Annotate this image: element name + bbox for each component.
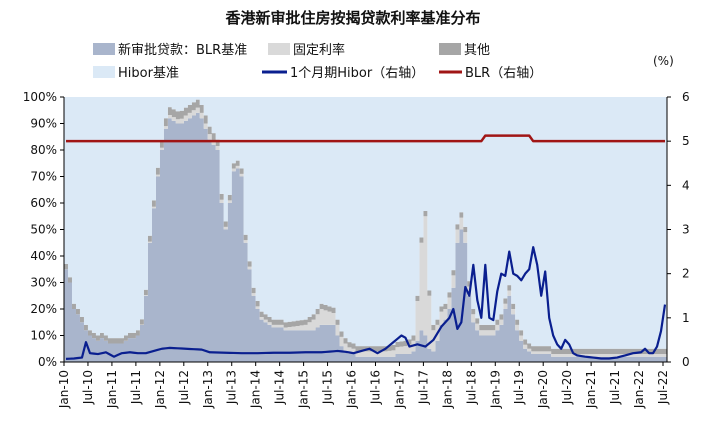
x-tick-label: Jan-10	[57, 370, 71, 409]
right-tick-label: 4	[682, 178, 690, 192]
line-blr-rate	[66, 134, 665, 143]
right-tick-label: 5	[682, 134, 690, 148]
left-tick-label: 10%	[30, 329, 57, 343]
legend-swatch-fixed	[268, 43, 290, 55]
x-tick-label: Jul-21	[608, 370, 622, 405]
left-tick-label: 30%	[30, 276, 57, 290]
left-tick-label: 0%	[38, 355, 57, 369]
right-axis-unit: (%)	[653, 54, 674, 68]
x-tick-label: Jan-18	[440, 370, 454, 409]
x-tick-label: Jul-18	[464, 370, 478, 405]
x-tick-label: Jul-12	[177, 370, 191, 405]
x-tick-label: Jul-15	[321, 370, 335, 405]
right-tick-label: 1	[682, 311, 690, 325]
left-tick-label: 100%	[23, 90, 57, 104]
x-tick-label: Jan-19	[488, 370, 502, 409]
x-tick-label: Jul-20	[560, 370, 574, 405]
legend-label-blr-rate: BLR（右轴）	[465, 66, 542, 81]
x-tick-label: Jul-13	[225, 370, 239, 405]
x-tick-label: Jan-21	[584, 370, 598, 409]
x-tick-label: Jul-22	[656, 370, 670, 405]
legend-swatch-hibor-share	[93, 66, 115, 78]
right-tick-label: 2	[682, 267, 690, 281]
legend-label-fixed: 固定利率	[293, 42, 345, 58]
x-tick-label: Jan-11	[105, 370, 119, 409]
left-tick-label: 60%	[30, 196, 57, 210]
x-tick-label: Jul-16	[368, 370, 382, 405]
legend-label-blr-share: 新审批贷款：BLR基准	[118, 42, 247, 58]
left-tick-label: 50%	[30, 223, 57, 237]
legend-swatch-other	[439, 43, 461, 55]
x-tick-label: Jul-17	[416, 370, 430, 405]
area-hibor-share	[64, 97, 667, 349]
x-tick-label: Jul-11	[129, 370, 143, 405]
x-tick-label: Jan-22	[632, 370, 646, 409]
right-tick-label: 6	[682, 90, 690, 104]
right-tick-label: 0	[682, 355, 690, 369]
x-tick-label: Jan-13	[201, 370, 215, 409]
x-tick-label: Jul-14	[273, 370, 287, 405]
left-tick-label: 20%	[30, 302, 57, 316]
x-tick-label: Jan-12	[153, 370, 167, 409]
axes: 0% 10% 20% 30% 40% 50% 60% 70% 80% 90% 100% 0 1 2 3 4 5 6…	[23, 90, 690, 409]
legend-swatch-blr-share	[93, 43, 115, 55]
legend-label-other: 其他	[464, 43, 490, 58]
x-tick-label: Jan-16	[345, 370, 359, 409]
line-hibor-1m	[65, 246, 667, 361]
legend-label-hibor-1m: 1个月期Hibor（右轴）	[290, 66, 424, 81]
left-tick-label: 40%	[30, 249, 57, 263]
chart-title: 香港新审批住房按揭贷款利率基准分布	[225, 9, 480, 27]
x-tick-label: Jan-15	[297, 370, 311, 409]
x-tick-label: Jan-20	[536, 370, 550, 409]
right-tick-label: 3	[682, 223, 690, 237]
x-tick-label: Jan-14	[249, 370, 263, 409]
legend: 新审批贷款：BLR基准 固定利率 其他 Hibor基准 1个月期Hibor（右轴…	[93, 42, 542, 81]
x-tick-label: Jul-19	[512, 370, 526, 405]
legend-label-hibor-share: Hibor基准	[118, 66, 179, 81]
left-tick-label: 70%	[30, 170, 57, 184]
area-blr-share	[64, 112, 667, 363]
left-tick-label: 80%	[30, 143, 57, 157]
x-tick-label: Jul-10	[81, 370, 95, 405]
left-tick-label: 90%	[30, 117, 57, 131]
plot-area	[64, 97, 667, 363]
x-tick-label: Jan-17	[392, 370, 406, 409]
